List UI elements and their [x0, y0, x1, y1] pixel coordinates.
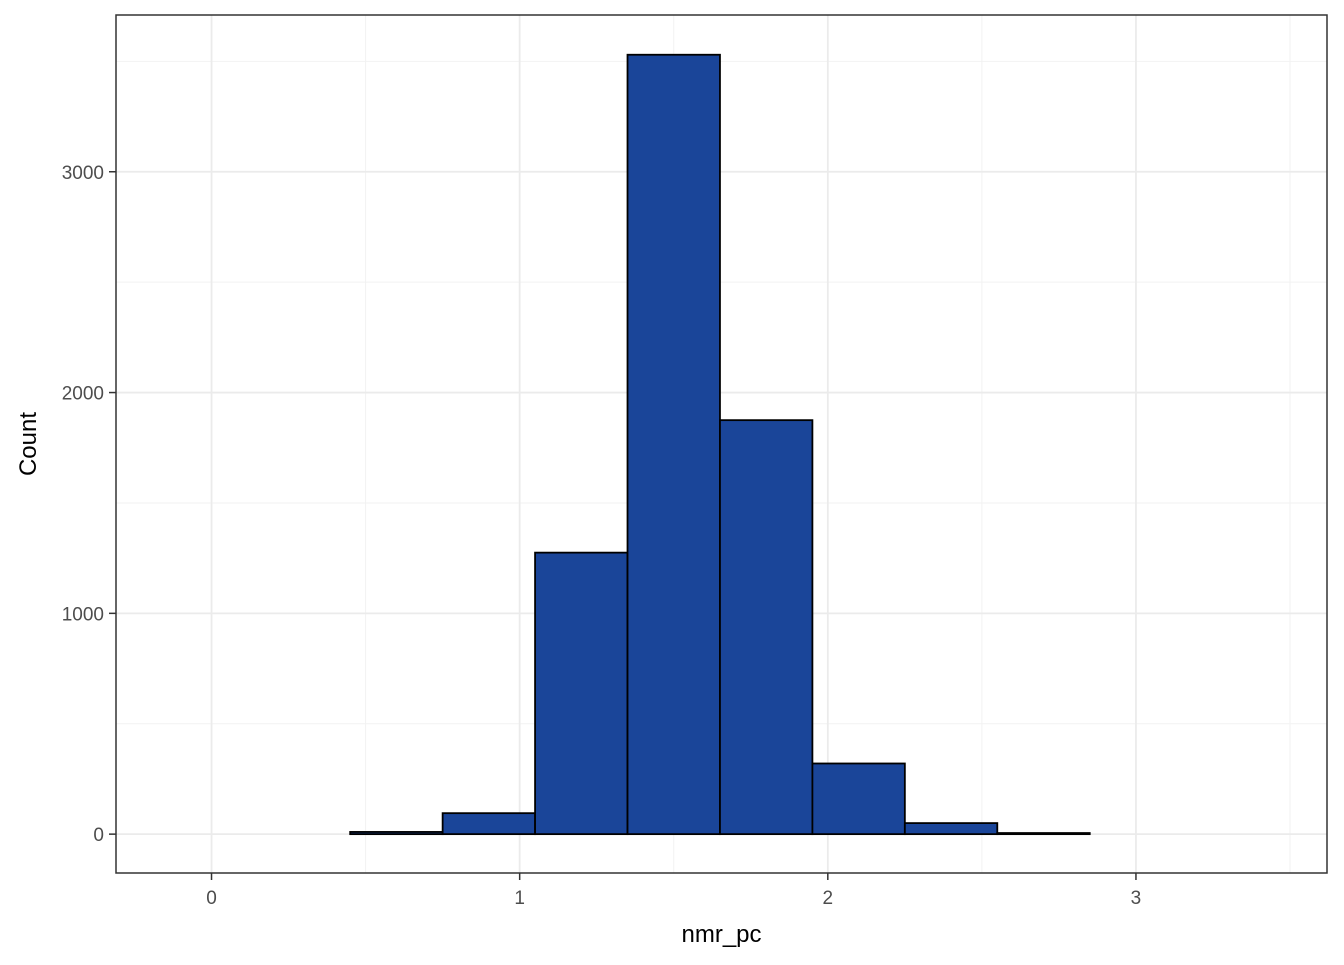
- histogram-bar-8: [903, 822, 999, 836]
- y-tick-label: 2000: [62, 384, 104, 405]
- histogram-bar-2: [349, 831, 444, 836]
- histogram-bar-5: [626, 53, 721, 836]
- y-tick-label: 3000: [62, 163, 104, 184]
- histogram-bar-9: [996, 832, 1091, 836]
- histogram-bar-7: [811, 762, 906, 836]
- tick-layer: 0 1 2 3 0 1000 2000 3000: [62, 163, 1142, 909]
- y-axis-title: Count: [15, 412, 42, 476]
- y-tick-label: 0: [93, 825, 104, 846]
- x-tick-label: 3: [1131, 888, 1142, 909]
- histogram-bar-4: [534, 551, 629, 836]
- panel-border: [115, 14, 1328, 874]
- x-axis-title: nmr_pc: [681, 921, 761, 948]
- histogram-bar-6: [719, 419, 814, 836]
- bar-layer: [349, 53, 1091, 836]
- x-tick-label: 2: [823, 888, 834, 909]
- x-tick-label: 0: [206, 888, 217, 909]
- histogram-bar-3: [441, 812, 536, 836]
- y-tick-label: 1000: [62, 604, 104, 625]
- x-tick-label: 1: [514, 888, 525, 909]
